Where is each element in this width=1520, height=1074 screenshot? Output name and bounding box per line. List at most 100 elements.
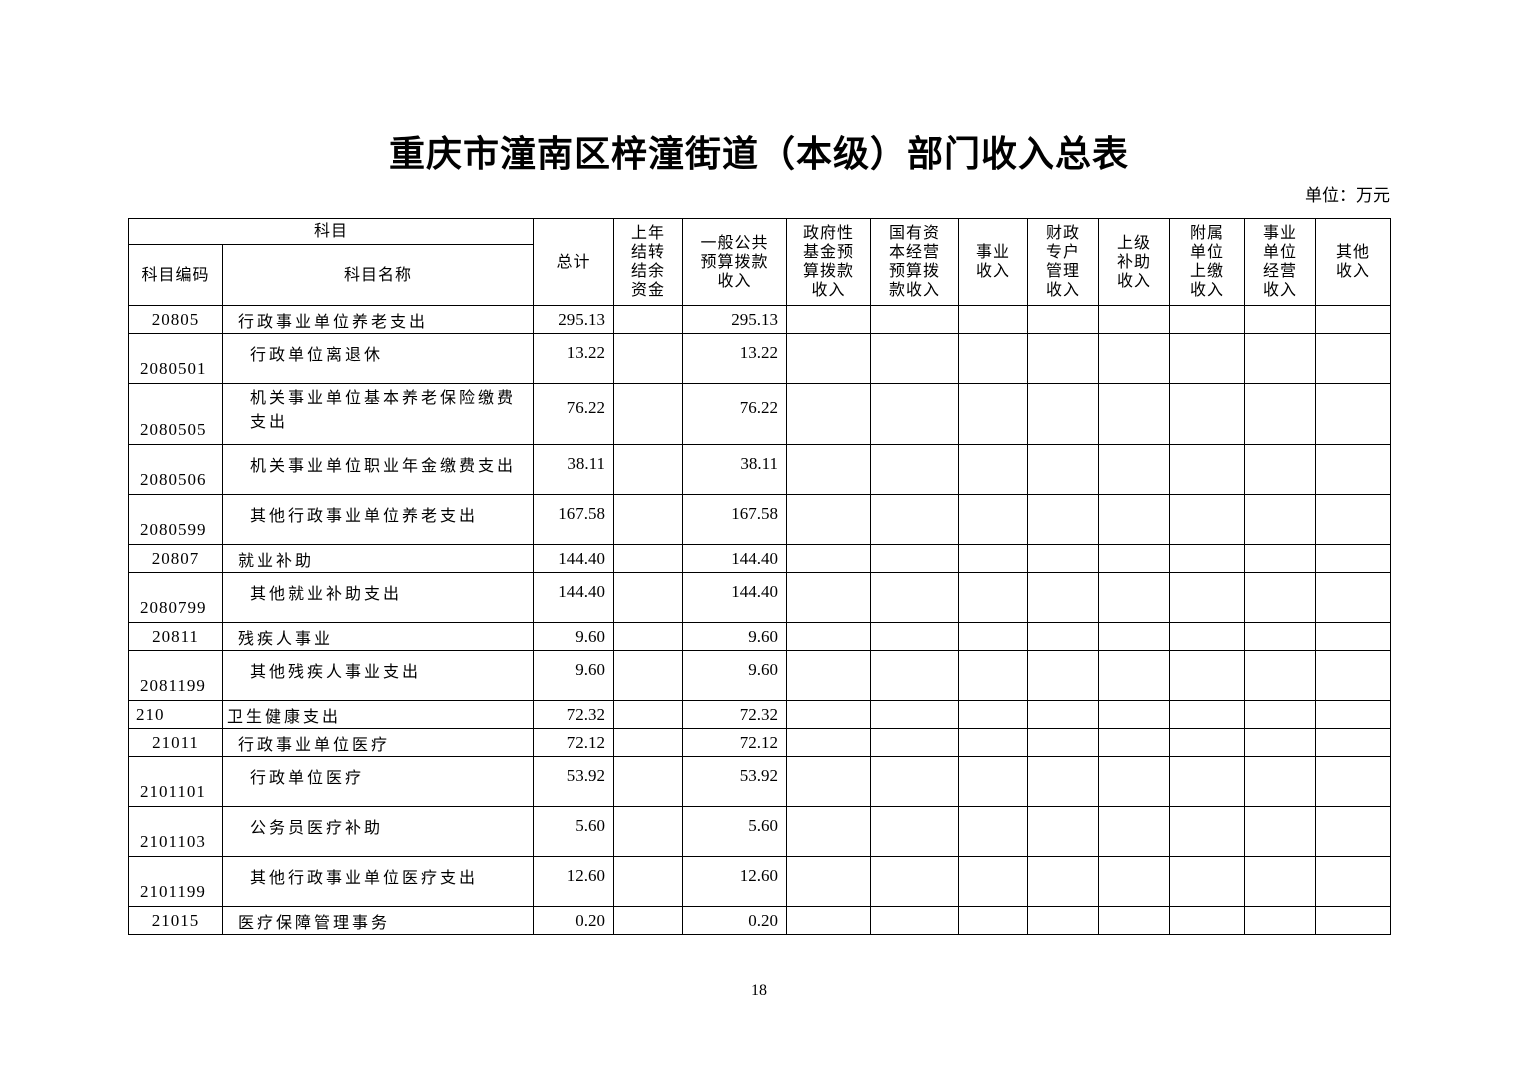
subject-code-cell: 20811 — [128, 622, 223, 651]
value-cell — [786, 728, 872, 757]
value-cell — [1244, 700, 1317, 729]
table-row: 21011 行政事业单位医疗 72.12 72.12 — [128, 728, 1392, 757]
subject-code-cell: 2080506 — [128, 444, 223, 495]
value-cell: 72.12 — [533, 728, 615, 757]
table-row: 20807 就业补助 144.40 144.40 — [128, 544, 1392, 573]
value-cell — [1169, 728, 1246, 757]
subject-code-cell: 20805 — [128, 305, 223, 334]
value-cell — [786, 906, 872, 935]
value-cell — [1098, 572, 1171, 623]
table-row: 2081199 其他残疾人事业支出 9.60 9.60 — [128, 650, 1392, 701]
subject-name-cell: 其他行政事业单位养老支出 — [221, 494, 535, 545]
value-cell: 9.60 — [682, 650, 788, 701]
value-cell — [1098, 494, 1171, 545]
subject-code-cell: 2101103 — [128, 806, 223, 857]
value-cell — [613, 444, 684, 495]
value-cell — [1027, 700, 1100, 729]
value-cell — [786, 494, 872, 545]
value-cell: 0.20 — [682, 906, 788, 935]
subject-code-cell: 20807 — [128, 544, 223, 573]
value-cell — [1027, 305, 1100, 334]
subject-name-cell: 机关事业单位基本养老保险缴费支出 — [221, 383, 535, 445]
value-cell — [870, 806, 960, 857]
value-cell — [1098, 305, 1171, 334]
value-cell — [1169, 700, 1246, 729]
value-cell — [613, 333, 684, 384]
header-superior-subsidy: 上级 补助 收入 — [1098, 218, 1171, 306]
value-cell: 5.60 — [682, 806, 788, 857]
value-cell — [1244, 572, 1317, 623]
value-cell — [1098, 650, 1171, 701]
value-cell: 5.60 — [533, 806, 615, 857]
page-number: 18 — [751, 982, 767, 999]
value-cell: 167.58 — [682, 494, 788, 545]
value-cell: 38.11 — [682, 444, 788, 495]
value-cell — [1315, 333, 1392, 384]
table-row: 2080505 机关事业单位基本养老保险缴费支出 76.22 76.22 — [128, 383, 1392, 445]
value-cell — [958, 806, 1029, 857]
value-cell — [613, 383, 684, 445]
value-cell — [870, 305, 960, 334]
value-cell — [1098, 806, 1171, 857]
value-cell — [786, 383, 872, 445]
value-cell — [613, 700, 684, 729]
value-cell: 9.60 — [533, 622, 615, 651]
value-cell: 295.13 — [682, 305, 788, 334]
value-cell — [613, 650, 684, 701]
value-cell — [958, 756, 1029, 807]
value-cell: 72.12 — [682, 728, 788, 757]
value-cell — [1098, 856, 1171, 907]
value-cell — [958, 444, 1029, 495]
value-cell — [786, 305, 872, 334]
value-cell — [958, 333, 1029, 384]
value-cell — [1027, 572, 1100, 623]
value-cell: 12.60 — [533, 856, 615, 907]
value-cell — [1027, 856, 1100, 907]
value-cell — [786, 572, 872, 623]
subject-name-cell: 公务员医疗补助 — [221, 806, 535, 857]
value-cell — [1027, 494, 1100, 545]
revenue-table: 科目 总计 上年 结转 结余 资金 一般公共 预算拨款 收入 政府性 基金预 算… — [127, 218, 1392, 935]
subject-code-cell: 210 — [128, 700, 223, 729]
value-cell — [786, 806, 872, 857]
value-cell — [870, 494, 960, 545]
value-cell — [1244, 622, 1317, 651]
value-cell — [1315, 700, 1392, 729]
value-cell: 76.22 — [682, 383, 788, 445]
value-cell — [958, 572, 1029, 623]
value-cell: 38.11 — [533, 444, 615, 495]
value-cell — [1315, 444, 1392, 495]
value-cell — [786, 622, 872, 651]
header-total: 总计 — [533, 218, 615, 306]
subject-code-cell: 2080501 — [128, 333, 223, 384]
subject-name-cell: 其他残疾人事业支出 — [221, 650, 535, 701]
value-cell — [1315, 856, 1392, 907]
value-cell — [958, 544, 1029, 573]
value-cell: 9.60 — [682, 622, 788, 651]
value-cell: 13.22 — [533, 333, 615, 384]
value-cell — [1244, 305, 1317, 334]
value-cell — [1315, 650, 1392, 701]
value-cell — [1027, 806, 1100, 857]
page-title: 重庆市潼南区梓潼街道（本级）部门收入总表 — [388, 134, 1129, 174]
table-row: 20805 行政事业单位养老支出 295.13 295.13 — [128, 305, 1392, 334]
subject-code-cell: 2080799 — [128, 572, 223, 623]
value-cell — [1244, 544, 1317, 573]
value-cell: 72.32 — [682, 700, 788, 729]
value-cell — [1244, 856, 1317, 907]
value-cell — [786, 333, 872, 384]
value-cell — [786, 700, 872, 729]
value-cell — [1098, 444, 1171, 495]
value-cell — [786, 856, 872, 907]
table-row: 2101199 其他行政事业单位医疗支出 12.60 12.60 — [128, 856, 1392, 907]
value-cell — [1027, 622, 1100, 651]
value-cell — [870, 444, 960, 495]
value-cell: 9.60 — [533, 650, 615, 701]
value-cell — [1169, 756, 1246, 807]
header-fiscal-account: 财政 专户 管理 收入 — [1027, 218, 1100, 306]
value-cell — [1244, 756, 1317, 807]
subject-code-cell: 21011 — [128, 728, 223, 757]
header-government-fund: 政府性 基金预 算拨款 收入 — [786, 218, 872, 306]
value-cell — [613, 572, 684, 623]
subject-code-cell: 2101199 — [128, 856, 223, 907]
